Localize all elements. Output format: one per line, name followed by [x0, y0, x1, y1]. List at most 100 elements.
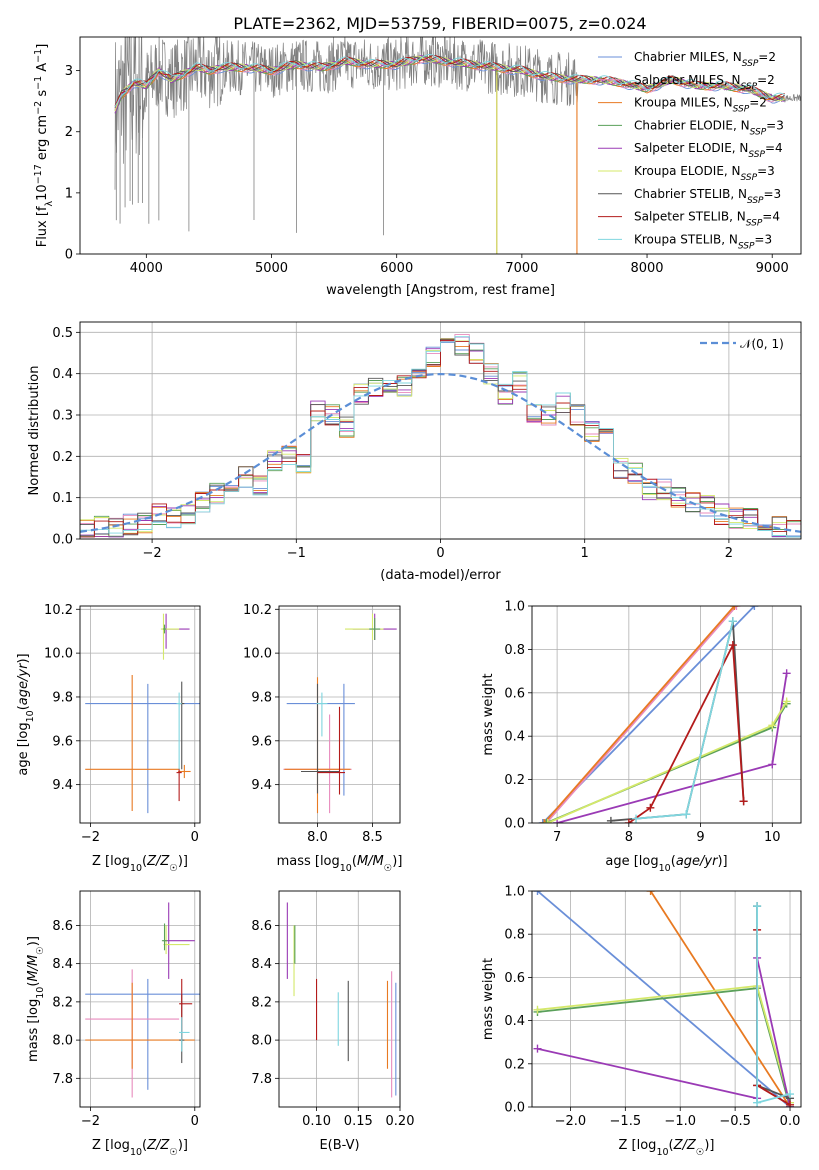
error-bar-point: [85, 978, 200, 1090]
weight-marker: [786, 1090, 795, 1099]
weight-marker: [553, 819, 562, 823]
y-tick-label: 0.0: [504, 1101, 525, 1116]
axes-frame: [531, 605, 802, 824]
axes-frame: [531, 890, 802, 1108]
legend-label: Kroupa STELIB, NSSP=3: [634, 232, 772, 251]
x-tick-label: 0.10: [302, 1114, 331, 1129]
y-tick-label: 9.6: [251, 734, 272, 749]
normal-curve: [80, 372, 801, 533]
error-bar-point: [286, 683, 355, 796]
y-tick-label: 0.6: [504, 971, 525, 986]
weight-line: [537, 985, 791, 1103]
age-mass-panel-plot-area: [283, 613, 397, 814]
x-axis-label: Z [log10(Z/Z☉)]: [92, 854, 188, 874]
y-tick-label: 0.5: [52, 326, 73, 341]
weight-marker: [606, 816, 615, 823]
weight-series: [533, 982, 795, 1107]
x-axis-label: age [log10(age/yr)]: [605, 854, 727, 874]
axes-frame: [278, 605, 401, 824]
weight-age-panel-plot-area: [538, 606, 791, 823]
y-tick-label: 0.0: [52, 533, 73, 548]
error-bar-point: [162, 624, 167, 634]
weight-line: [756, 929, 791, 1106]
x-tick-label: 7: [553, 830, 561, 845]
weight-series: [646, 891, 795, 1107]
y-axis-label: mass weight: [481, 673, 496, 755]
weight-marker: [782, 697, 791, 706]
y-axis-label: mass [log10(M/M☉)]: [26, 936, 46, 1062]
y-tick-label: 0.2: [504, 1057, 525, 1072]
weight-line: [537, 957, 791, 1107]
x-axis-label: mass [log10(M/M☉)]: [277, 854, 403, 874]
mass-z-panel-plot-area: [85, 902, 200, 1098]
x-axis-label: wavelength [Angstrom, rest frame]: [326, 283, 555, 298]
x-tick-label: 8000: [630, 261, 663, 276]
error-bar-point: [179, 681, 185, 770]
error-bar-point: [163, 902, 195, 979]
weight-marker: [682, 810, 691, 819]
error-bar-point: [161, 923, 168, 951]
y-tick-label: 0: [65, 248, 73, 263]
weight-marker: [768, 760, 777, 769]
y-tick-label: 9.4: [251, 778, 272, 793]
legend: Chabrier MILES, NSSP=2 Salpeter MILES, NS…: [598, 50, 784, 251]
x-tick-label: −1.0: [664, 1114, 696, 1129]
error-bar-point: [176, 692, 182, 770]
error-bar-point: [85, 982, 195, 1069]
error-bar-point: [179, 978, 193, 1041]
x-tick-label: 1: [581, 546, 589, 561]
axes-frame: [79, 605, 201, 824]
error-bar-point: [163, 613, 190, 649]
weight-marker: [750, 606, 759, 610]
y-tick-label: 10.0: [243, 647, 272, 662]
y-tick-label: 9.8: [251, 690, 272, 705]
y-tick-label: 7.8: [251, 1072, 272, 1087]
x-tick-label: −2: [81, 830, 100, 845]
spectrum-panel: 4000 5000 6000 7000 8000 9000 0 1 2 3 wavelength […: [33, 36, 802, 298]
axes-frame: [278, 890, 401, 1108]
weight-marker: [768, 721, 777, 730]
y-tick-label: 0.2: [504, 773, 525, 788]
weight-marker: [540, 819, 549, 823]
y-axis-label: mass weight: [481, 958, 496, 1040]
error-bar-point: [178, 764, 191, 779]
weight-marker: [753, 902, 762, 911]
weight-series: [543, 697, 791, 823]
weight-marker: [739, 797, 748, 806]
x-tick-label: 6000: [380, 261, 413, 276]
x-axis-label: (data-model)/error: [380, 568, 501, 583]
x-tick-label: −1: [287, 546, 306, 561]
y-tick-label: 0.1: [52, 491, 73, 506]
spectrum-panel-plot-area: [114, 37, 801, 254]
y-tick-label: 0.4: [52, 367, 73, 382]
weight-z-panel: −2.0 −1.5 −1.0 −0.5 0.0 0.0 0.2 0.4 0.6 0.8 1.0 Z […: [481, 885, 802, 1158]
y-tick-label: 0.4: [504, 1014, 525, 1029]
x-tick-label: 0.0: [780, 1114, 801, 1129]
y-tick-label: 8.0: [251, 1034, 272, 1049]
x-tick-label: 8: [625, 830, 633, 845]
y-tick-label: 7.8: [52, 1072, 73, 1087]
weight-line: [628, 641, 745, 823]
weight-line: [543, 606, 735, 823]
weight-marker: [632, 814, 641, 823]
y-axis-label: age [log10(age/yr)]: [16, 653, 36, 775]
x-axis-label: E(B-V): [319, 1138, 359, 1153]
error-bar-point: [85, 675, 180, 811]
weight-series: [553, 669, 791, 823]
y-tick-label: 0.2: [52, 450, 73, 465]
mass-ebv-panel-plot-area: [286, 902, 397, 1098]
weight-marker: [543, 819, 552, 823]
y-tick-label: 1: [65, 186, 73, 201]
error-bar-point: [316, 692, 328, 737]
model-spectrum: [114, 55, 785, 114]
weight-line: [545, 606, 738, 823]
y-tick-label: 2: [65, 125, 73, 140]
x-axis-label: Z [log10(Z/Z☉)]: [92, 1138, 188, 1158]
y-tick-label: 3: [65, 64, 73, 79]
y-tick-label: 10.2: [44, 603, 73, 618]
y-tick-label: 9.4: [52, 778, 73, 793]
weight-marker: [533, 891, 542, 895]
x-tick-label: 0: [436, 546, 444, 561]
weight-z-panel-plot-area: [533, 891, 795, 1107]
